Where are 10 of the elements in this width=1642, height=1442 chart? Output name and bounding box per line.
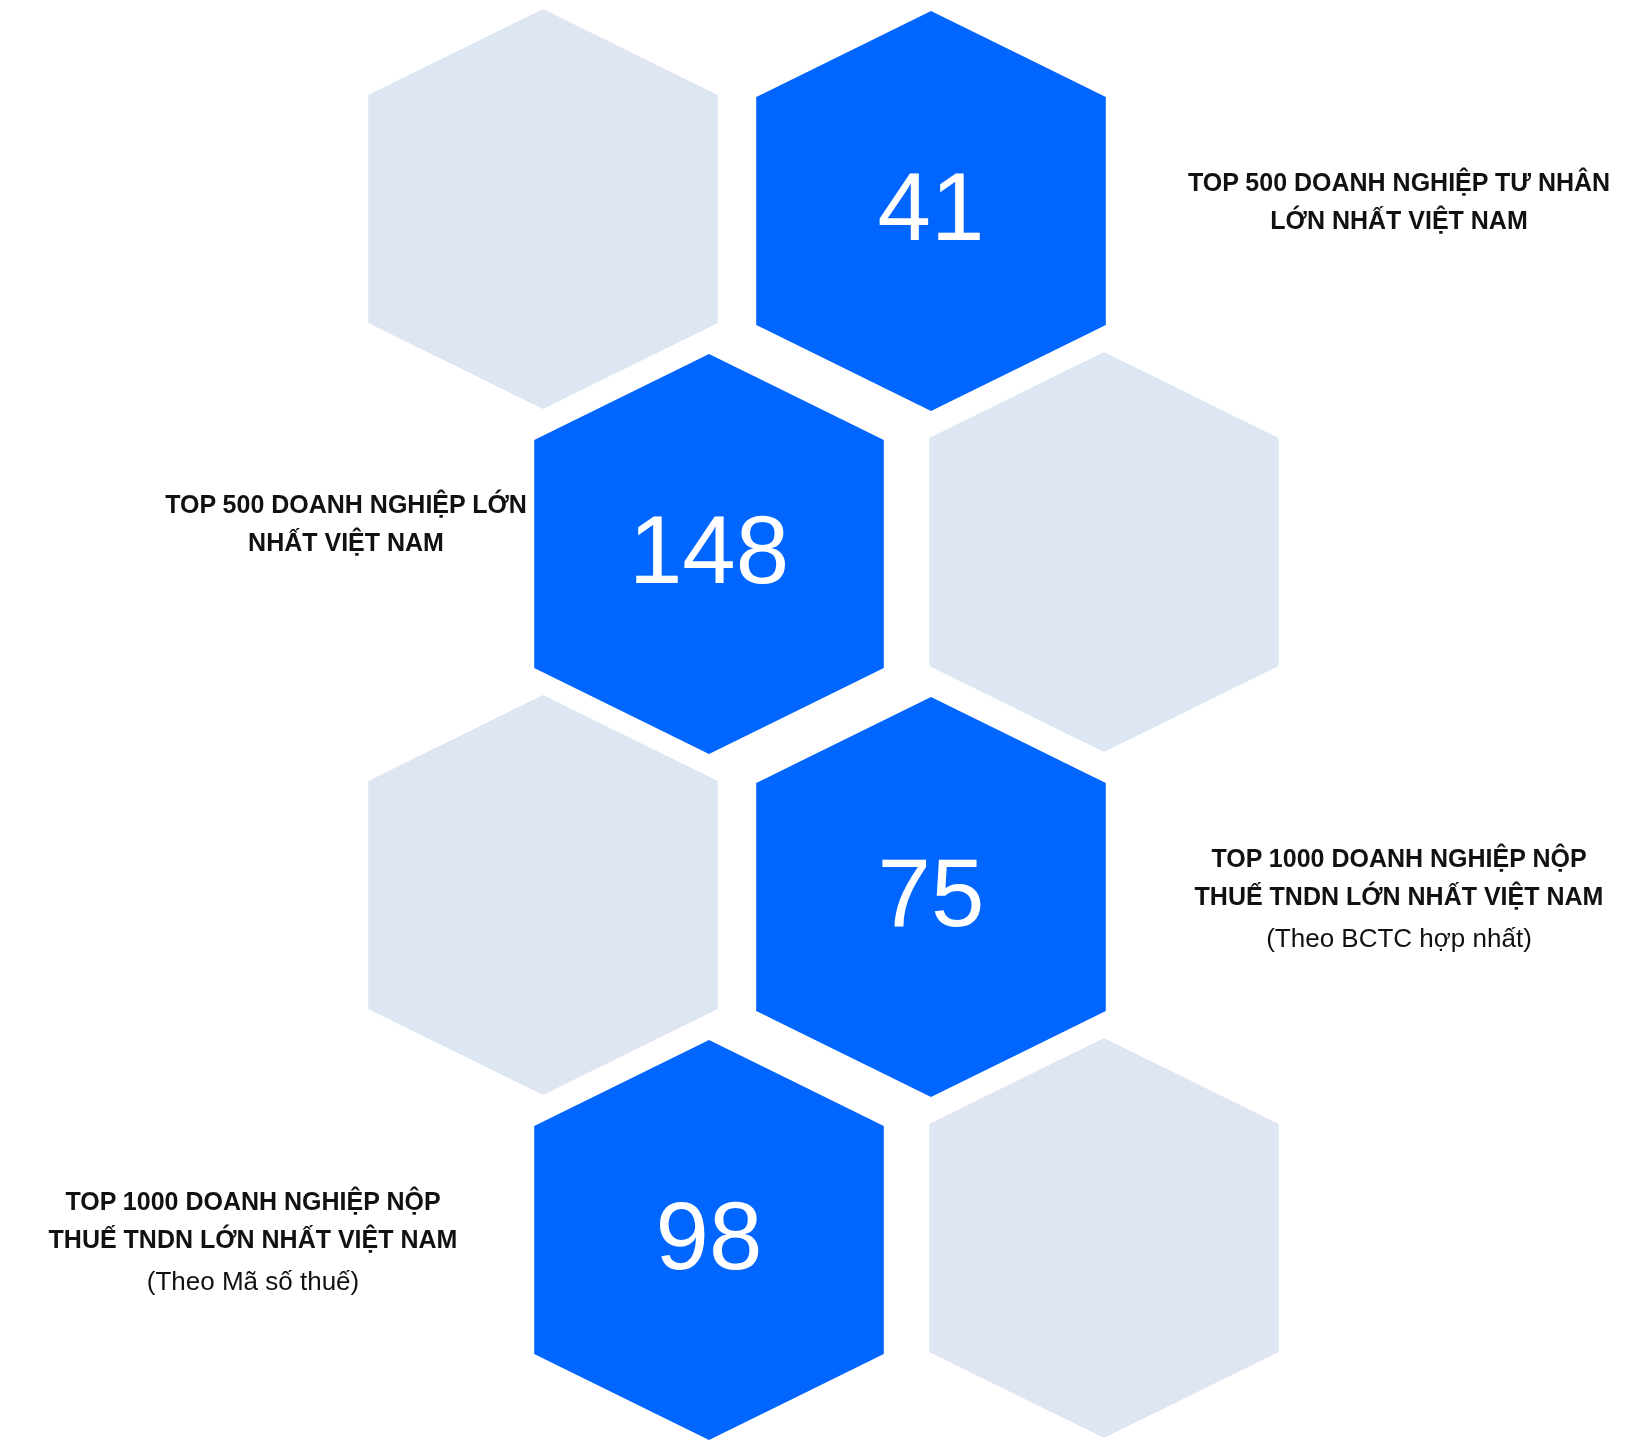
category-label: TOP 500 DOANH NGHIỆP TƯ NHÂN LỚN NHẤT VIỆT NAM bbox=[1187, 167, 1611, 234]
data-label: 75 bbox=[877, 839, 985, 946]
category-label: TOP 1000 DOANH NGHIỆP NỘP THUẾ TNDN LỚN NHẤT VIỆT NAM bbox=[48, 1186, 458, 1253]
text: (Theo BCTC hợp nhất) bbox=[1266, 923, 1532, 953]
category-label: TOP 1000 DOANH NGHIỆP NỘP THUẾ TNDN LỚN NHẤT VIỆT NAM bbox=[1194, 843, 1604, 910]
data-label: 41 bbox=[877, 153, 985, 260]
text: (Theo Mã số thuế) bbox=[146, 1266, 360, 1296]
data-label: 98 bbox=[655, 1182, 763, 1289]
category-label: TOP 500 DOANH NGHIỆP LỚN NHẤT VIỆT NAM bbox=[165, 489, 527, 556]
data-label: 148 bbox=[628, 496, 790, 603]
